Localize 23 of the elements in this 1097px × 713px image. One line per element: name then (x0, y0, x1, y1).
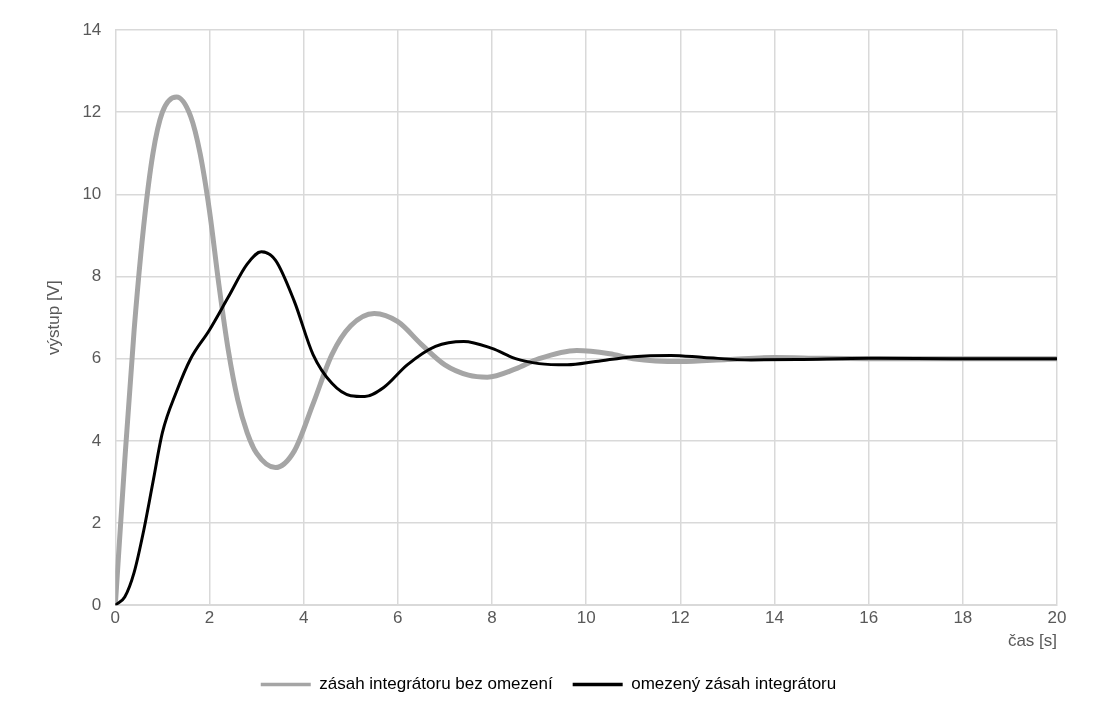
y-axis-title: výstup [V] (43, 280, 63, 355)
x-tick-label: 12 (670, 608, 690, 628)
x-tick-label: 2 (204, 608, 215, 628)
y-tick-label: 0 (91, 594, 102, 614)
x-tick-label: 0 (110, 608, 121, 628)
legend-label: omezený zásah integrátoru (631, 674, 837, 694)
x-tick-label: 4 (298, 608, 309, 628)
x-tick-label: 6 (393, 608, 403, 628)
y-tick-label: 8 (91, 266, 102, 286)
x-tick-label: 16 (859, 608, 879, 628)
y-tick-label: 10 (82, 184, 102, 204)
x-tick-label: 8 (487, 608, 497, 628)
x-tick-label: 18 (953, 608, 973, 628)
x-tick-label: 20 (1047, 608, 1067, 628)
legend-label: zásah integrátoru bez omezení (319, 674, 553, 694)
y-tick-label: 4 (91, 430, 102, 450)
y-tick-label: 2 (91, 512, 102, 532)
y-tick-label: 12 (82, 101, 102, 121)
y-tick-label: 14 (82, 19, 102, 39)
x-axis-title: čas [s] (1007, 631, 1057, 651)
y-tick-label: 6 (91, 348, 102, 368)
x-tick-label: 10 (576, 608, 596, 628)
x-tick-label: 14 (765, 608, 784, 628)
